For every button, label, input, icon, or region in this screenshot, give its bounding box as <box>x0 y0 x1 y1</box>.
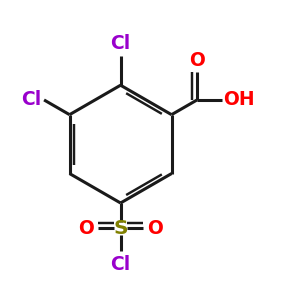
Text: OH: OH <box>224 90 255 110</box>
Text: Cl: Cl <box>110 255 131 274</box>
Text: O: O <box>189 51 205 70</box>
Text: Cl: Cl <box>21 90 41 110</box>
Text: S: S <box>113 218 128 238</box>
Text: O: O <box>78 218 94 238</box>
Text: Cl: Cl <box>110 34 131 53</box>
Text: O: O <box>147 218 163 238</box>
